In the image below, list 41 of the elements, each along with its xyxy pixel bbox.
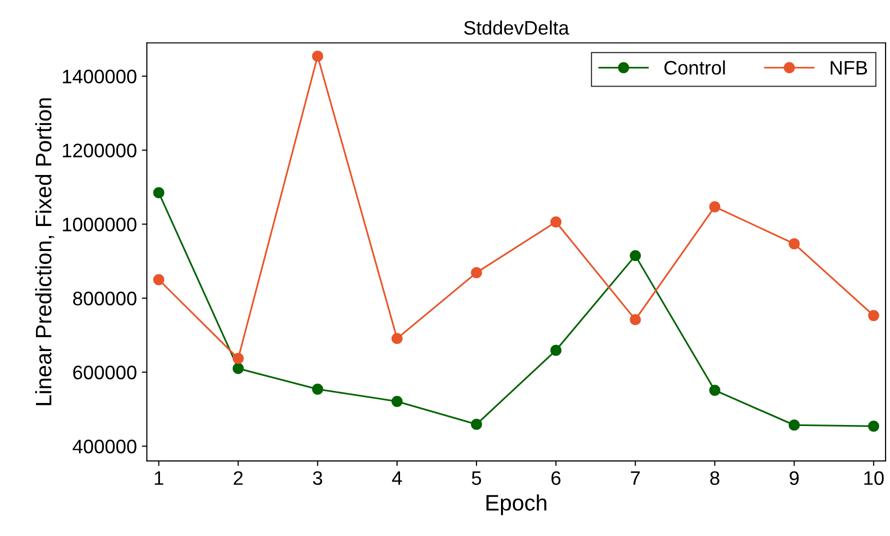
y-tick-label: 600000 (73, 366, 136, 380)
point (788, 420, 800, 431)
point (788, 238, 800, 250)
point (868, 420, 880, 432)
chart-title: StddevDelta (464, 20, 570, 35)
legend-label: NFB (830, 61, 868, 74)
y-tick-label: 800000 (73, 292, 136, 306)
point (392, 332, 403, 344)
x-axis-title: Epoch (486, 494, 546, 516)
x-tick-label: 9 (790, 471, 799, 485)
point (392, 396, 403, 407)
y-tick-label: 400000 (72, 440, 136, 454)
point (470, 267, 482, 278)
point (709, 384, 720, 396)
y-axis-title: Linear Prediction, Fixed Portion (35, 98, 54, 406)
x-tick-label: 8 (710, 471, 720, 485)
y-tick-label: 1400000 (62, 70, 136, 84)
point (630, 250, 641, 262)
x-tick-label: 10 (864, 471, 884, 485)
point (868, 310, 880, 322)
x-tick-label: 2 (234, 471, 243, 485)
y-tick-label: 1200000 (62, 144, 136, 158)
point (630, 314, 641, 326)
x-tick-label: 5 (472, 471, 482, 485)
x-tick-label: 6 (551, 471, 560, 485)
point (232, 352, 244, 364)
point (312, 384, 324, 395)
x-tick-label: 3 (312, 471, 322, 485)
point (312, 50, 324, 62)
point (232, 362, 244, 374)
point (709, 201, 720, 212)
point (470, 418, 482, 430)
x-tick-label: 7 (630, 471, 640, 485)
point (550, 344, 562, 356)
point (550, 216, 562, 228)
point (153, 274, 164, 286)
x-tick-label: 4 (392, 471, 402, 485)
legend-label: Control (664, 60, 725, 75)
point (153, 187, 164, 198)
x-tick-label: 1 (154, 471, 164, 485)
y-tick-label: 1000000 (62, 218, 136, 232)
